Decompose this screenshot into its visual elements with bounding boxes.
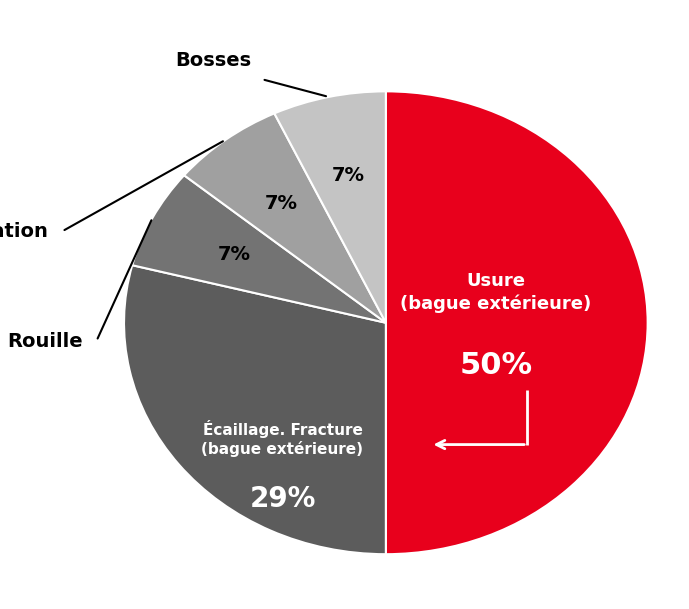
- Text: 7%: 7%: [218, 245, 251, 264]
- Text: Décoloration: Décoloration: [0, 222, 48, 241]
- Wedge shape: [132, 175, 386, 323]
- Text: Usure
(bague extérieure): Usure (bague extérieure): [400, 272, 592, 313]
- Text: 7%: 7%: [332, 166, 365, 186]
- Wedge shape: [386, 91, 648, 554]
- Text: Rouille: Rouille: [7, 331, 83, 351]
- Text: 7%: 7%: [265, 194, 298, 213]
- Wedge shape: [274, 91, 386, 323]
- Text: 29%: 29%: [249, 485, 316, 513]
- Text: Écaillage. Fracture
(bague extérieure): Écaillage. Fracture (bague extérieure): [201, 420, 364, 457]
- Wedge shape: [124, 265, 386, 554]
- Text: 50%: 50%: [460, 351, 533, 380]
- Text: Bosses: Bosses: [176, 51, 251, 71]
- Wedge shape: [184, 113, 386, 323]
